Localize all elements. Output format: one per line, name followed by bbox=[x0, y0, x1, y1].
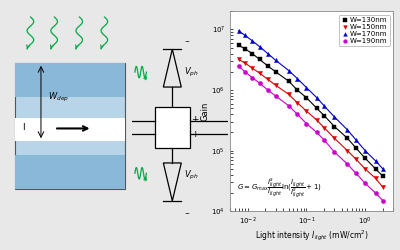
W=150nm bbox=[256, 71, 263, 75]
Text: $V_{ph}$: $V_{ph}$ bbox=[184, 169, 199, 182]
Text: +: + bbox=[192, 115, 199, 124]
W=190nm bbox=[286, 104, 292, 108]
Legend: W=130nm, W=150nm, W=170nm, W=190nm: W=130nm, W=150nm, W=170nm, W=190nm bbox=[339, 15, 390, 46]
W=150nm bbox=[331, 136, 338, 140]
W=170nm bbox=[264, 52, 271, 56]
W=130nm bbox=[286, 79, 292, 83]
Bar bbox=[14, 155, 126, 190]
W=150nm bbox=[242, 61, 248, 65]
W=150nm bbox=[372, 176, 379, 180]
W=170nm bbox=[331, 115, 338, 119]
Text: $V_{ph}$: $V_{ph}$ bbox=[184, 66, 199, 79]
W=150nm bbox=[264, 78, 271, 82]
W=130nm bbox=[242, 47, 248, 51]
W=130nm bbox=[272, 70, 279, 74]
W=150nm bbox=[362, 167, 368, 171]
W=170nm bbox=[344, 128, 351, 132]
Bar bbox=[14, 63, 126, 190]
W=190nm bbox=[272, 94, 279, 98]
W=190nm bbox=[294, 112, 300, 116]
W=130nm bbox=[294, 88, 300, 92]
W=190nm bbox=[303, 122, 310, 126]
Text: I: I bbox=[22, 124, 25, 132]
W=170nm bbox=[353, 138, 359, 142]
W=150nm bbox=[303, 109, 310, 113]
W=130nm bbox=[256, 58, 263, 62]
W=170nm bbox=[235, 29, 242, 33]
X-axis label: Light intensity $I_{light}$ (mW/cm$^2$): Light intensity $I_{light}$ (mW/cm$^2$) bbox=[255, 229, 368, 243]
W=170nm bbox=[272, 58, 279, 62]
W=190nm bbox=[362, 181, 368, 185]
W=170nm bbox=[242, 33, 248, 37]
Text: +: + bbox=[192, 130, 199, 139]
W=150nm bbox=[321, 126, 327, 130]
W=170nm bbox=[321, 104, 327, 108]
W=150nm bbox=[235, 58, 242, 62]
W=170nm bbox=[249, 39, 256, 43]
W=150nm bbox=[344, 149, 351, 153]
W=130nm bbox=[314, 106, 320, 110]
W=150nm bbox=[314, 118, 320, 122]
W=170nm bbox=[380, 167, 386, 171]
W=190nm bbox=[344, 162, 351, 166]
W=190nm bbox=[242, 70, 248, 74]
W=190nm bbox=[249, 76, 256, 80]
W=190nm bbox=[314, 130, 320, 134]
W=130nm bbox=[372, 167, 379, 171]
W=130nm bbox=[235, 43, 242, 47]
W=190nm bbox=[264, 88, 271, 92]
W=190nm bbox=[331, 150, 338, 154]
W=150nm bbox=[353, 157, 359, 161]
W=150nm bbox=[272, 83, 279, 87]
Bar bbox=[155, 106, 190, 148]
W=170nm bbox=[362, 149, 368, 153]
W=130nm bbox=[353, 146, 359, 150]
W=150nm bbox=[286, 92, 292, 96]
W=130nm bbox=[331, 124, 338, 128]
W=190nm bbox=[256, 81, 263, 85]
W=130nm bbox=[249, 52, 256, 56]
W=150nm bbox=[294, 101, 300, 105]
W=170nm bbox=[314, 96, 320, 100]
Text: $G = G_{max}\dfrac{I^s_{light}}{I_{light}}\ln(\dfrac{I_{light}}{I^s_{light}}+1)$: $G = G_{max}\dfrac{I^s_{light}}{I_{light… bbox=[236, 177, 321, 201]
Text: $W_{dep}$: $W_{dep}$ bbox=[48, 91, 69, 104]
W=150nm bbox=[380, 185, 386, 189]
Text: $^{-}$: $^{-}$ bbox=[184, 210, 190, 219]
W=190nm bbox=[372, 191, 379, 195]
Text: $^{-}$: $^{-}$ bbox=[184, 38, 190, 47]
Bar bbox=[14, 118, 126, 141]
W=130nm bbox=[362, 156, 368, 160]
Bar bbox=[14, 63, 126, 98]
W=130nm bbox=[264, 64, 271, 68]
W=170nm bbox=[286, 68, 292, 72]
W=130nm bbox=[380, 174, 386, 178]
W=130nm bbox=[303, 96, 310, 100]
W=170nm bbox=[372, 159, 379, 163]
Y-axis label: Gain: Gain bbox=[201, 102, 210, 121]
W=170nm bbox=[294, 76, 300, 80]
W=190nm bbox=[353, 172, 359, 175]
W=170nm bbox=[256, 45, 263, 49]
W=170nm bbox=[303, 86, 310, 89]
W=150nm bbox=[249, 66, 256, 70]
W=130nm bbox=[344, 136, 351, 140]
W=190nm bbox=[380, 198, 386, 202]
W=190nm bbox=[235, 64, 242, 68]
W=130nm bbox=[321, 114, 327, 117]
W=190nm bbox=[321, 138, 327, 142]
